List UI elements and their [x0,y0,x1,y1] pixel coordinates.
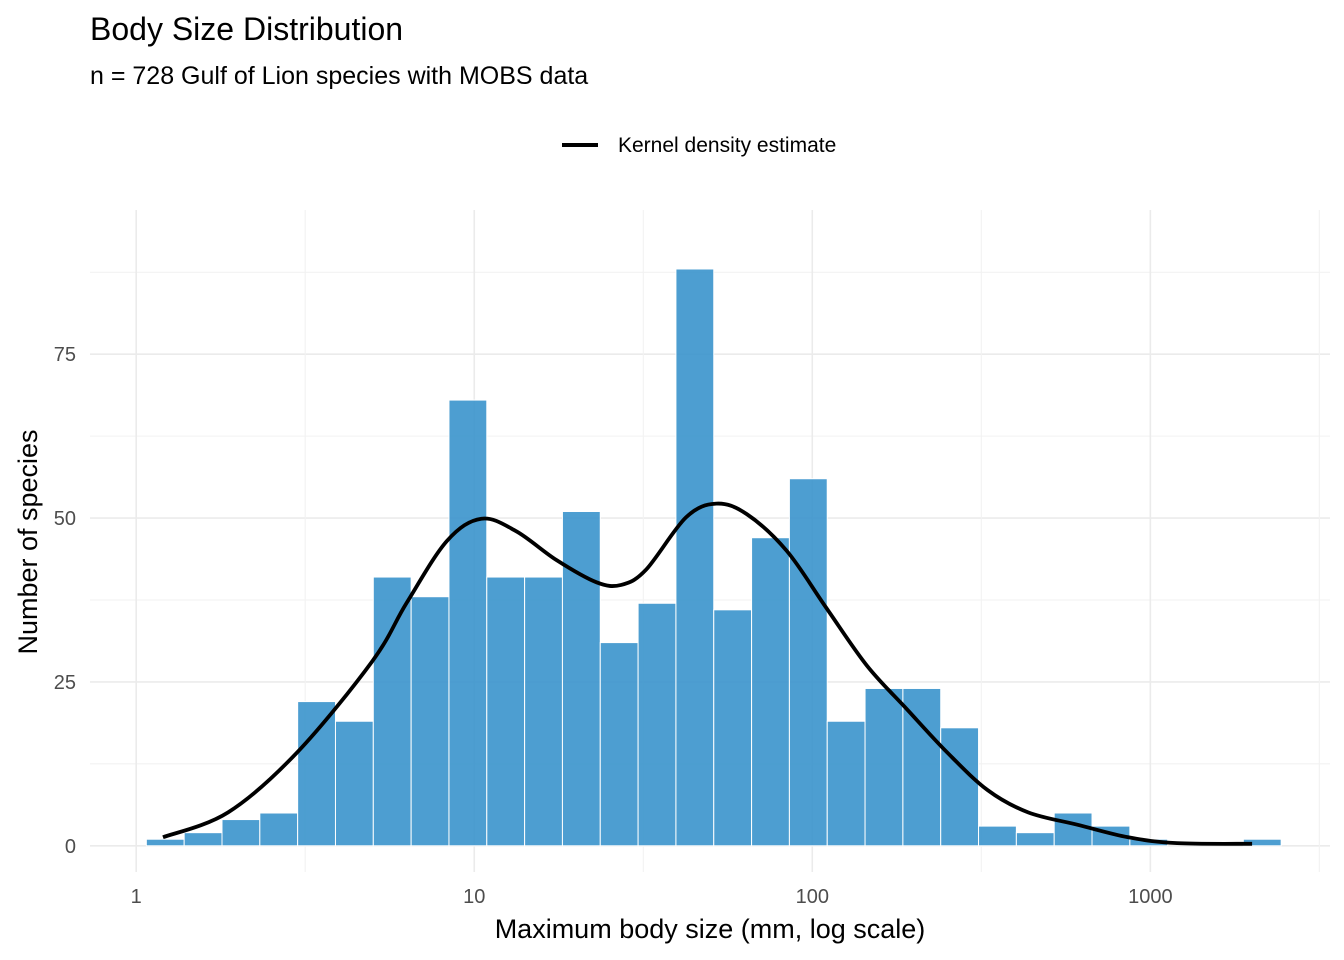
histogram-bar [599,642,639,847]
histogram-bar [524,576,563,847]
y-axis-ticks: 0 25 50 75 [54,344,76,858]
y-tick-label: 50 [54,508,76,530]
x-axis-title: Maximum body size (mm, log scale) [495,914,926,944]
histogram-bar [902,687,942,847]
y-tick-label: 0 [65,836,76,858]
histogram-bar [675,268,715,847]
x-tick-label: 1000 [1128,886,1173,908]
chart-subtitle: n = 728 Gulf of Lion species with MOBS d… [90,62,588,90]
histogram-bar [372,576,412,847]
histogram-bar [713,609,753,847]
histogram-bar [1053,812,1093,847]
histogram-bar [410,596,450,847]
histogram-bar [751,537,790,847]
histogram-bar [826,720,866,847]
histogram-bar [334,720,374,847]
chart-title: Body Size Distribution [90,11,403,47]
histogram-bar [637,602,677,847]
histogram-bar [297,701,336,847]
histogram-bar [864,687,904,847]
histogram-bar [259,812,299,847]
x-tick-label: 1 [131,886,142,908]
x-axis-ticks: 1 10 100 1000 [131,886,1173,908]
histogram-bar [940,727,980,847]
histogram-bar [145,838,185,847]
y-tick-label: 75 [54,344,76,366]
histogram-bar [788,478,828,847]
histogram-bar [486,576,526,847]
legend-kde-label: Kernel density estimate [618,134,836,157]
bars [145,268,1282,847]
x-tick-label: 10 [463,886,485,908]
histogram-bar [561,511,601,847]
kde-line [162,501,1253,846]
histogram-bar [448,399,488,847]
histogram-bar [221,819,261,847]
legend: Kernel density estimate [562,134,836,157]
histogram-bar [978,825,1017,847]
y-tick-label: 25 [54,672,76,694]
histogram-bar [1015,832,1055,847]
histogram-bar [183,832,223,847]
x-tick-label: 100 [796,886,829,908]
y-axis-title: Number of species [13,429,43,654]
